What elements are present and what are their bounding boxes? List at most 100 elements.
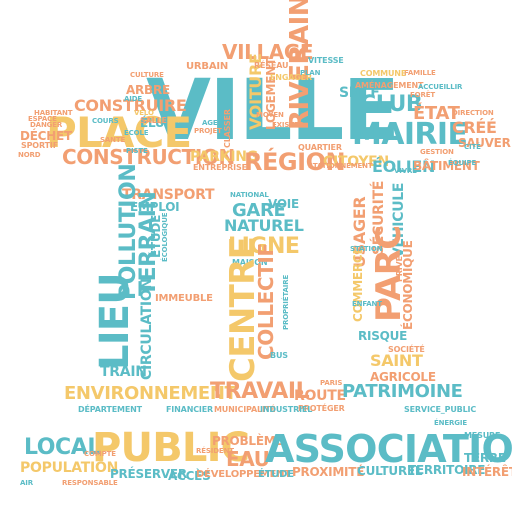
word-cit-: CITÉ xyxy=(464,143,481,151)
word-moyen: MOYEN xyxy=(256,111,284,119)
word-r-seau: RÉSEAU xyxy=(254,61,289,70)
word-naturel: NATUREL xyxy=(224,216,304,235)
word-culture: CULTURE xyxy=(130,71,164,79)
word-cr-: CRÉÉ xyxy=(452,118,497,137)
word-financier: FINANCIER xyxy=(166,405,214,414)
word--cole: ÉCOLE xyxy=(124,129,149,137)
word-place: PLACE xyxy=(46,108,192,157)
word-territoire: TERRITOIRE xyxy=(408,463,486,477)
word-for-t: FORÊT xyxy=(410,91,435,99)
word-paris: PARIS xyxy=(320,379,343,387)
word-soci-t-: SOCIÉTÉ xyxy=(388,345,425,354)
word-club: CLUB xyxy=(360,92,423,117)
word--tat: ÉTAT xyxy=(413,103,460,124)
word-ligne: LIGNE xyxy=(228,234,300,259)
word-habitant: HABITANT xyxy=(34,109,73,117)
word-projet: PROJET xyxy=(194,127,222,135)
word-d-veloppement: DÉVELOPPEMENT xyxy=(196,469,292,480)
word-piste: PISTE xyxy=(126,147,148,155)
word-terre: TERRE xyxy=(464,451,506,465)
word-mesure: MESURE xyxy=(464,431,501,440)
word--cologique: ÉCOLOGIQUE xyxy=(161,212,169,262)
word--tude: ÉTUDE xyxy=(258,469,294,480)
word-accueillir: ACCUEILLIR xyxy=(418,83,463,91)
word-famille: FAMILLE xyxy=(404,69,436,77)
word-commerce: COMMERCE xyxy=(351,246,365,322)
word-priv-: PRIVÉ xyxy=(395,256,404,282)
word-risque: RISQUE xyxy=(358,329,408,343)
word-pr-server: PRÉSERVER xyxy=(110,467,187,481)
word-aide: AIDE xyxy=(124,95,143,103)
word-acc-s: ACCÈS xyxy=(168,469,211,483)
word-sncf: SNCF xyxy=(339,85,380,101)
word-enfant: ENFANT xyxy=(352,300,382,308)
word-classer: CLASSER xyxy=(223,109,232,148)
word--nergie: ÉNERGIE xyxy=(434,419,467,427)
word-voie: VOIE xyxy=(268,197,299,211)
word-responsable: RESPONSABLE xyxy=(62,479,118,487)
word-sportif: SPORTIF xyxy=(21,141,59,150)
word-sauver: SAUVER xyxy=(458,136,511,150)
word-bus: BUS xyxy=(270,351,288,360)
word-station: STATION xyxy=(350,245,383,253)
word-village: VILLAGE xyxy=(222,40,314,64)
word-compte: COMPTE xyxy=(84,450,116,458)
word-entreprise: ENTREPRISE xyxy=(193,163,247,172)
word-vivre: VIVRE xyxy=(394,167,417,175)
word-eau: EAU xyxy=(226,447,270,471)
word-plan: PLAN xyxy=(300,69,321,77)
word-gestion: GESTION xyxy=(420,148,454,156)
word-danger: DANGER xyxy=(30,121,63,129)
word-r-gion: RÉGION xyxy=(244,148,346,176)
word-prot-ger: PROTÉGER xyxy=(298,404,345,413)
word-exister: EXISTER xyxy=(272,121,304,129)
word-parking: PARKING xyxy=(190,149,258,165)
word-mairie: MAIRIE xyxy=(352,117,468,152)
word-population: POPULATION xyxy=(20,460,119,476)
word-arbre: ARBRE xyxy=(126,83,170,97)
word-sant-: SANTÉ xyxy=(100,136,126,144)
word-commune: COMMUNE xyxy=(360,69,407,78)
word-probl-me: PROBLÈME xyxy=(212,434,284,448)
word-riverain: RIVERAIN xyxy=(285,0,315,130)
word-service-public: SERVICE_PUBLIC xyxy=(404,405,477,414)
word-local: LOCAL xyxy=(24,435,101,460)
word-agent: AGENT xyxy=(202,119,228,127)
word-b-timent: BÂTIMENT xyxy=(413,159,480,173)
word-maison: MAISON xyxy=(232,258,268,267)
word-emploi: EMPLOI xyxy=(130,200,180,214)
word-public: PUBLIC xyxy=(92,425,250,471)
word-air: AIR xyxy=(20,479,33,487)
word-municipalit-: MUNICIPALITÉ xyxy=(214,405,276,414)
word--quipe: ÉQUIPE xyxy=(448,159,477,167)
word-salle: SALLE xyxy=(140,116,167,125)
word-vitesse: VITESSE xyxy=(308,56,344,65)
word-cours: COURS xyxy=(92,117,119,125)
word-citoyen: CITOYEN xyxy=(323,154,389,170)
word-national: NATIONAL xyxy=(230,191,269,199)
word-ville: VILLE xyxy=(146,61,400,159)
word-environnement: ENVIRONNEMENT xyxy=(64,383,237,404)
word-train: TRAIN xyxy=(100,364,147,380)
word-urbain: URBAIN xyxy=(186,61,229,72)
word-construction: CONSTRUCTION xyxy=(62,145,235,169)
word-agricole: AGRICOLE xyxy=(370,370,436,384)
word-association: ASSOCIATION xyxy=(265,427,512,471)
word-culturel: CULTUREL xyxy=(357,464,423,478)
word-quartier: QUARTIER xyxy=(298,143,342,152)
word-saint: SAINT xyxy=(370,351,423,370)
word--olien: ÉOLIEN xyxy=(372,157,436,176)
word-int-r-t: INTÉRÊT xyxy=(462,465,512,479)
word-route: ROUTE xyxy=(294,388,346,404)
word-travail: TRAVAIL xyxy=(210,379,310,404)
word-nord: NORD xyxy=(18,151,41,159)
word-transport: TRANSPORT xyxy=(122,187,215,203)
word--conomique: ÉCONOMIQUE xyxy=(401,240,415,330)
word-engager: ENGAGER xyxy=(270,73,312,82)
word-gare: GARE xyxy=(232,200,286,221)
word-stationnement: STATIONNEMENT xyxy=(308,162,373,170)
word-proximit-: PROXIMITÉ xyxy=(292,465,365,479)
word-espace: ESPACE xyxy=(28,115,57,123)
word-am-nagement: AMÉNAGEMENT xyxy=(355,81,424,90)
